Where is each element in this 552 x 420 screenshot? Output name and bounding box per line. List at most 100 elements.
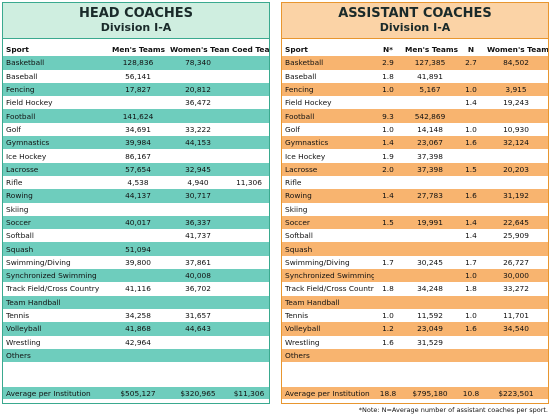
row: Volleyball 41,868 44,643 [3, 322, 269, 336]
cell: 1.0 [458, 269, 484, 283]
cell [458, 242, 484, 256]
cell: 1.6 [458, 322, 484, 336]
cell [458, 176, 484, 189]
cell: 56,141 [125, 71, 151, 81]
cell [229, 149, 269, 162]
cell: 39,984 [109, 136, 167, 150]
head-coaches-panel: HEAD COACHES Division I-A Sport Men's Team… [2, 2, 270, 404]
cell: Team Handball [282, 295, 374, 309]
cell: 1.0 [382, 124, 394, 134]
cell: 41,737 [185, 231, 211, 241]
row: Baseball 56,141 [3, 70, 269, 83]
cell: 1.6 [458, 136, 484, 150]
cell [229, 189, 269, 203]
cell: $320,965 [167, 387, 229, 399]
cell: 19,243 [503, 98, 529, 108]
cell: 1.4 [374, 136, 402, 150]
column-header: Sport [6, 45, 29, 55]
cell: Average per Institution [282, 387, 374, 399]
cell: 44,137 [109, 189, 167, 203]
cell: 34,540 [484, 322, 548, 336]
cell: 1.4 [465, 231, 477, 241]
cell [458, 109, 484, 123]
row: Rifle [282, 176, 548, 189]
column-header: N [467, 45, 475, 55]
cell: 34,258 [125, 311, 151, 321]
cell: Lacrosse [3, 162, 109, 176]
cell [167, 70, 229, 83]
cell: Football [282, 109, 374, 123]
cell: 51,094 [109, 242, 167, 256]
row: Field Hockey 36,472 [3, 96, 269, 109]
cell: 40,008 [167, 269, 229, 283]
cell: 57,654 [109, 162, 167, 176]
average-row: Average per Institution 18.8 $795,180 10.8 $… [282, 387, 548, 399]
cell: 25,909 [503, 231, 529, 241]
cell [109, 269, 167, 283]
cell: Softball [6, 231, 34, 241]
cell [229, 96, 269, 109]
row: Skiing [3, 203, 269, 216]
row: Swimming/Diving 1.7 30,245 1.7 26,727 [282, 256, 548, 269]
cell: 36,337 [167, 215, 229, 230]
cell: 1.6 [382, 337, 394, 347]
cell [229, 256, 269, 269]
cell: 18.8 [374, 387, 402, 399]
cell: 1.0 [382, 311, 394, 321]
cell: 36,702 [185, 284, 211, 294]
cell: 1.7 [465, 257, 477, 267]
row: Soccer 40,017 36,337 [3, 215, 269, 230]
cell: 44,153 [167, 136, 229, 150]
row: Field Hockey 1.4 19,243 [282, 96, 548, 109]
row: Squash 51,094 [3, 242, 269, 256]
cell: Baseball [285, 71, 317, 81]
cell: 2.9 [374, 56, 402, 70]
row: Soccer 1.5 19,991 1.4 22,645 [282, 215, 548, 230]
cell [402, 242, 458, 256]
cell [484, 295, 548, 309]
cell: 141,624 [109, 109, 167, 123]
cell: Golf [285, 124, 300, 134]
row: Wrestling 1.6 31,529 [282, 336, 548, 349]
row: Track Field/Cross Country 41,116 36,702 [3, 282, 269, 295]
cell: Tennis [285, 311, 309, 321]
cell [484, 336, 548, 349]
cell: Wrestling [285, 337, 320, 347]
cell: Others [282, 348, 374, 363]
row: Skiing [282, 203, 548, 216]
cell [458, 149, 484, 162]
row: Rowing 1.4 27,783 1.6 31,192 [282, 189, 548, 203]
cell [374, 348, 402, 363]
column-header: Women's Teams [170, 45, 229, 55]
cell [484, 109, 548, 123]
cell: 4,940 [187, 178, 209, 188]
cell: 23,067 [402, 136, 458, 150]
cell: 1.2 [374, 322, 402, 336]
cell: Soccer [3, 215, 109, 230]
cell [229, 123, 269, 136]
row: Rowing 44,137 30,717 [3, 189, 269, 203]
cell: Football [3, 109, 109, 123]
cell [402, 229, 458, 242]
table: Sport N* Men's Teams N Women's Teams Basketba… [282, 43, 548, 363]
cell [458, 336, 484, 349]
cell [402, 348, 458, 363]
cell: Rifle [285, 178, 302, 188]
cell: Ice Hockey [285, 151, 326, 161]
cell: 128,836 [109, 56, 167, 70]
footnote: *Note: N=Average number of assistant coa… [358, 406, 548, 414]
cell [109, 96, 167, 109]
cell [229, 229, 269, 242]
cell [458, 348, 484, 363]
cell [484, 70, 548, 83]
row: Golf 1.0 14,148 1.0 10,930 [282, 123, 548, 136]
cell [229, 348, 269, 363]
cell [229, 109, 269, 123]
row: Tennis 34,258 31,657 [3, 309, 269, 322]
cell: 10,930 [503, 124, 529, 134]
cell: 127,385 [402, 56, 458, 70]
cell: Field Hockey [285, 98, 332, 108]
cell: 1.0 [458, 82, 484, 97]
cell: 1.6 [458, 189, 484, 203]
